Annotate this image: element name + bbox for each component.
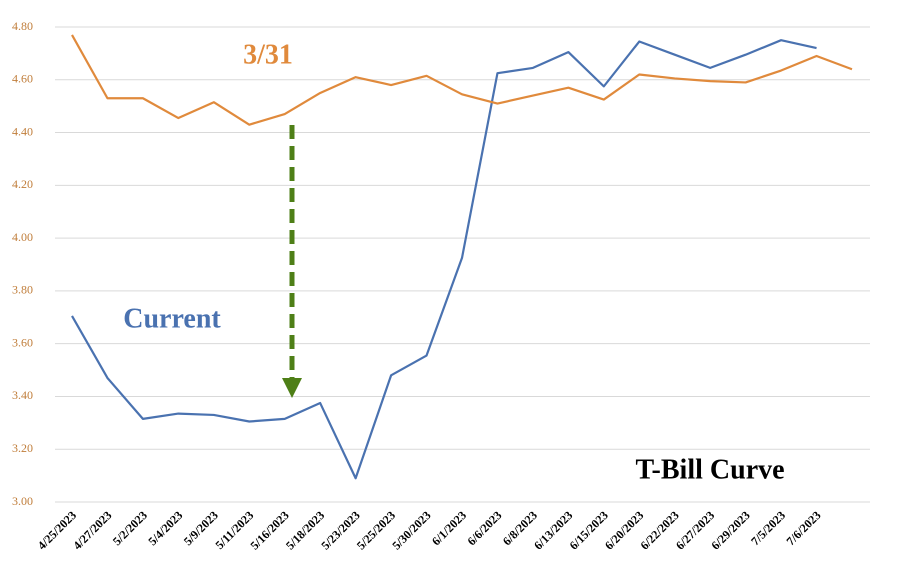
series-line xyxy=(71,39,817,480)
y-tick-label: 4.60 xyxy=(12,72,33,86)
x-tick-label: 5/4/2023 xyxy=(145,508,185,548)
y-tick-label: 3.00 xyxy=(12,494,33,508)
series-label: 3/31 xyxy=(243,39,293,70)
y-tick-label: 3.40 xyxy=(12,388,33,402)
y-tick-label: 4.40 xyxy=(12,124,33,138)
x-tick-label: 4/27/2023 xyxy=(70,508,114,552)
x-tick-label: 5/2/2023 xyxy=(110,508,150,548)
y-tick-label: 3.20 xyxy=(12,441,33,455)
x-tick-label: 7/6/2023 xyxy=(784,508,824,548)
series-label: Current xyxy=(123,303,221,334)
x-tick-label: 5/30/2023 xyxy=(389,508,433,552)
series-line xyxy=(71,34,853,126)
y-tick-label: 4.00 xyxy=(12,230,33,244)
y-tick-label: 4.80 xyxy=(12,19,33,33)
chart-title: T-Bill Curve xyxy=(635,454,784,485)
x-tick-label: 6/29/2023 xyxy=(708,508,752,552)
y-tick-label: 3.80 xyxy=(12,283,33,297)
x-tick-label: 6/1/2023 xyxy=(429,508,469,548)
x-tick-label: 6/6/2023 xyxy=(464,508,504,548)
x-tick-label: 7/5/2023 xyxy=(748,508,788,548)
y-tick-label: 3.60 xyxy=(12,335,33,349)
y-tick-label: 4.20 xyxy=(12,177,33,191)
